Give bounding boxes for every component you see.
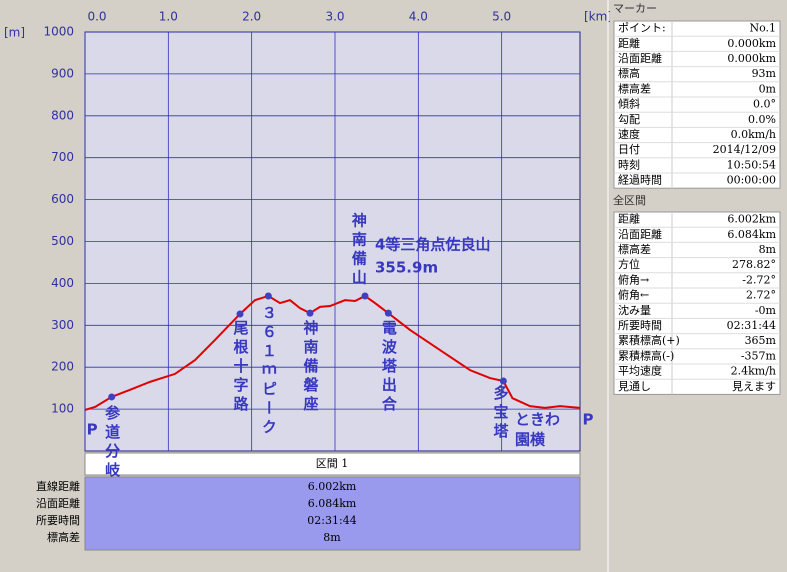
- panel-label: 平均速度: [618, 364, 662, 378]
- panel-value: 2014/12/09: [713, 143, 776, 156]
- annotation: 尾根十字路: [232, 320, 250, 415]
- panel-value: -357m: [741, 349, 777, 362]
- panel-label: 勾配: [618, 113, 640, 126]
- x-tick-label: 0.0: [87, 10, 106, 24]
- panel-label: 俯角←: [618, 288, 649, 302]
- marker-point: [384, 309, 392, 317]
- panel-value: 10:50:54: [727, 158, 776, 171]
- panel-label: 所要時間: [618, 319, 662, 332]
- panel-value: 02:31:44: [727, 319, 776, 332]
- marker-point: [499, 377, 507, 385]
- annotation: 参道分岐: [103, 404, 121, 481]
- panel-label: 経過時間: [618, 174, 662, 187]
- annotation: 園横: [515, 431, 546, 449]
- panel-value: 8m: [759, 243, 777, 256]
- panel-value: 278.82°: [732, 258, 776, 271]
- panel-label: 距離: [618, 36, 640, 50]
- panel-label: 標高差: [618, 242, 651, 256]
- x-unit: [km]: [584, 10, 612, 24]
- panel-value: 00:00:00: [727, 174, 776, 187]
- panel-label: 標高: [618, 66, 640, 80]
- panel-value: 見えます: [732, 380, 776, 393]
- annotation: 多宝塔: [492, 384, 510, 442]
- x-tick-label: 4.0: [409, 10, 428, 24]
- panel-label: 速度: [618, 127, 640, 141]
- marker-panel-title: マーカー: [613, 2, 657, 15]
- panel-value: 2.72°: [746, 289, 776, 302]
- panel-label: 沿面距離: [618, 227, 662, 241]
- row-value: 6.002km: [308, 480, 357, 493]
- panel-label: 距離: [618, 212, 640, 226]
- panel-value: 365m: [745, 334, 777, 347]
- annotation: P: [583, 410, 594, 428]
- panel-value: 93m: [752, 67, 777, 80]
- y-tick-label: 200: [51, 360, 74, 374]
- annotation: 355.9m: [375, 258, 438, 276]
- panel-label: 沿面距離: [618, 51, 662, 65]
- annotation: 神南備磐座: [302, 319, 320, 415]
- section-header: 区間 1: [316, 457, 349, 470]
- marker-point: [108, 393, 116, 401]
- y-tick-label: 600: [51, 192, 74, 206]
- panel-value: -2.72°: [742, 273, 776, 286]
- panel-value: 0.0%: [748, 113, 776, 126]
- annotation: 神南備山: [350, 211, 368, 288]
- panel-value: 0.0°: [753, 98, 776, 111]
- panel-value: 6.002km: [727, 213, 776, 226]
- panel-label: 時刻: [618, 157, 640, 171]
- row-value: 8m: [323, 531, 341, 544]
- y-tick-label: 100: [51, 402, 74, 416]
- row-label: 沿面距離: [36, 496, 80, 510]
- panel-value: -0m: [755, 304, 777, 317]
- marker-point: [264, 292, 272, 300]
- row-value: 02:31:44: [307, 514, 356, 527]
- x-tick-label: 2.0: [242, 10, 261, 24]
- panel-label: 傾斜: [618, 97, 640, 111]
- panel-value: 2.4km/h: [731, 365, 776, 378]
- row-label: 所要時間: [36, 514, 80, 527]
- y-tick-label: 300: [51, 318, 74, 332]
- panel-value: 0.0km/h: [731, 128, 776, 141]
- panel-label: 日付: [618, 143, 640, 156]
- panel-value: 6.084km: [727, 228, 776, 241]
- panel-label: 見通し: [618, 380, 651, 393]
- section-header-box: [84, 452, 581, 476]
- x-tick-label: 1.0: [159, 10, 178, 24]
- panel-label: ポイント:: [618, 22, 666, 35]
- annotation: ときわ: [515, 410, 560, 428]
- y-tick-label: 700: [51, 150, 74, 164]
- panel-label: 累積標高(-): [618, 348, 674, 362]
- marker-point: [236, 310, 244, 318]
- panel-label: 標高差: [618, 81, 651, 95]
- marker-point: [306, 309, 314, 317]
- x-tick-label: 3.0: [325, 10, 344, 24]
- y-tick-label: 1000: [43, 25, 74, 39]
- row-label: 標高差: [47, 530, 80, 544]
- x-tick-label: 5.0: [492, 10, 511, 24]
- panel-value: 0m: [759, 82, 777, 95]
- y-tick-label: 800: [51, 108, 74, 122]
- y-tick-label: 400: [51, 276, 74, 290]
- panel-value: 0.000km: [727, 37, 776, 50]
- annotation: P: [87, 421, 98, 439]
- panel-label: 俯角→: [618, 272, 649, 286]
- panel-label: 沈み量: [618, 303, 651, 317]
- y-unit: [m]: [4, 26, 25, 40]
- total-panel-title: 全区間: [613, 193, 646, 207]
- annotation: 4等三角点佐良山: [375, 235, 490, 253]
- panel-value: No.1: [749, 22, 776, 35]
- panel-value: 0.000km: [727, 52, 776, 65]
- y-tick-label: 500: [51, 234, 74, 248]
- annotation: 電波塔出合: [380, 320, 398, 415]
- panel-label: 累積標高(+): [618, 333, 680, 347]
- section-body: [84, 476, 581, 551]
- annotation: ３６１ｍピーク: [260, 305, 278, 438]
- y-tick-label: 900: [51, 66, 74, 80]
- row-label: 直線距離: [36, 479, 80, 493]
- panel-table: [613, 20, 781, 189]
- marker-point: [361, 292, 369, 300]
- row-value: 6.084km: [308, 497, 357, 510]
- panel-label: 方位: [618, 257, 640, 271]
